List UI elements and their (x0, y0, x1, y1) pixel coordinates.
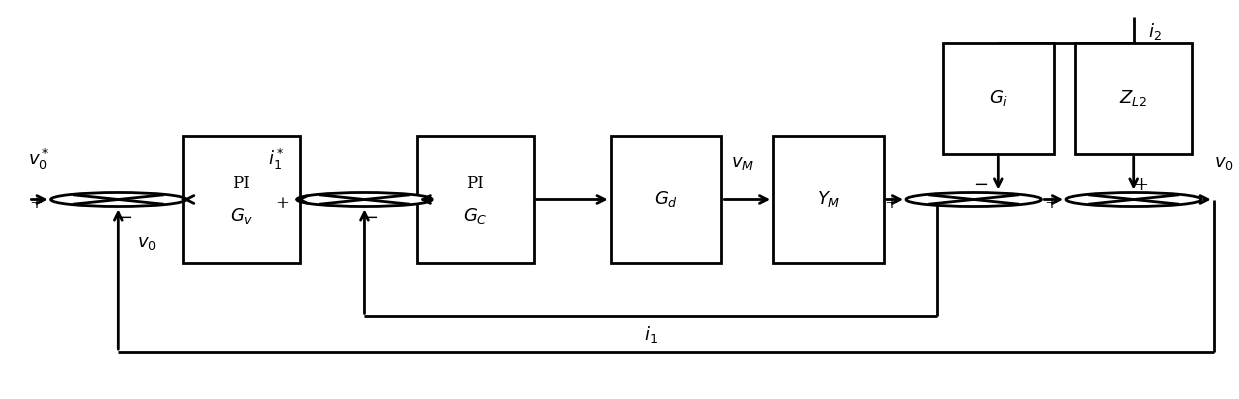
Bar (1075, 43, 1192, 154)
Text: PI: PI (233, 174, 250, 192)
Text: +: + (28, 195, 43, 212)
Text: $v_M$: $v_M$ (731, 154, 755, 172)
Ellipse shape (297, 192, 432, 207)
Text: $i_1^*$: $i_1^*$ (268, 147, 285, 172)
Bar (611, 136, 721, 263)
Bar (773, 136, 883, 263)
Ellipse shape (906, 192, 1042, 207)
Text: PI: PI (466, 174, 484, 192)
Text: $i_1$: $i_1$ (644, 324, 658, 345)
Text: −: − (363, 209, 378, 227)
Text: $v_0$: $v_0$ (1214, 154, 1234, 172)
Text: $G_d$: $G_d$ (654, 190, 678, 209)
Text: +: + (1044, 195, 1058, 212)
Text: $G_C$: $G_C$ (463, 206, 488, 226)
Text: −: − (974, 176, 989, 194)
Text: $v_0^*$: $v_0^*$ (28, 147, 51, 172)
Text: $v_0$: $v_0$ (136, 234, 156, 252)
Text: +: + (275, 195, 289, 212)
Bar (183, 136, 300, 263)
Bar (943, 43, 1053, 154)
Bar (416, 136, 534, 263)
Ellipse shape (51, 192, 186, 207)
Ellipse shape (1066, 192, 1202, 207)
Text: $G_v$: $G_v$ (229, 206, 253, 226)
Text: $Z_{L2}$: $Z_{L2}$ (1120, 89, 1149, 109)
Text: +: + (885, 195, 898, 212)
Text: $Y_M$: $Y_M$ (817, 190, 840, 209)
Text: −: − (116, 209, 133, 227)
Text: $i_2$: $i_2$ (1149, 21, 1162, 42)
Text: $G_i$: $G_i$ (989, 89, 1009, 109)
Text: +: + (1134, 176, 1149, 194)
